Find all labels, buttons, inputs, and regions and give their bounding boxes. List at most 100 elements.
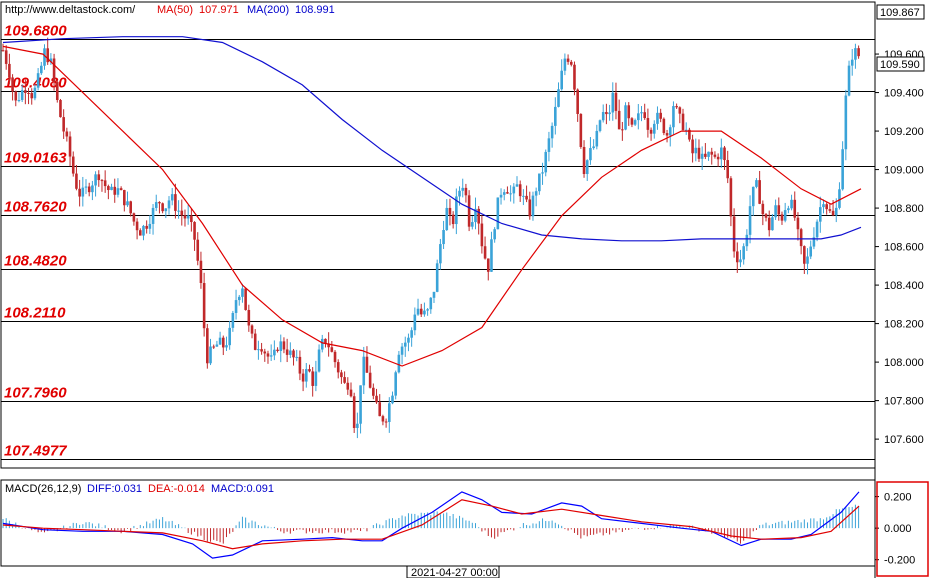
- candle-body: [24, 90, 27, 93]
- candle-body: [739, 259, 742, 263]
- candle-body: [349, 389, 353, 397]
- candle-body: [292, 350, 295, 358]
- candle-body: [506, 192, 509, 194]
- candle-body: [745, 234, 749, 247]
- high-price-label: 109.867: [880, 7, 920, 19]
- candle-body: [815, 221, 819, 238]
- candle-body: [672, 106, 675, 128]
- candle-body: [151, 207, 155, 224]
- macd-title: MACD(26,12,9): [5, 483, 81, 495]
- candle-body: [834, 207, 838, 216]
- candle-body: [582, 146, 586, 175]
- candle-body: [518, 184, 522, 197]
- macd-tick-label: 0.000: [884, 523, 912, 535]
- candle-body: [854, 48, 857, 60]
- candle-body: [20, 90, 24, 100]
- candle-body: [343, 377, 346, 383]
- time-label: 2021-04-27 00:00: [411, 567, 498, 578]
- support-resistance-levels: 109.6800 109.4080 109.0163 108.7620 108.4820…: [1, 23, 875, 460]
- candle-body: [566, 58, 570, 62]
- candle-body: [675, 106, 678, 108]
- candle-body: [547, 138, 551, 152]
- candle-body: [426, 309, 429, 311]
- candle-body: [1, 50, 5, 52]
- candle-body: [375, 395, 378, 403]
- candle-body: [767, 217, 771, 231]
- candle-body: [611, 92, 615, 113]
- candle-body: [52, 58, 56, 82]
- ma200-label: MA(200): [247, 4, 289, 16]
- candle-body: [237, 296, 241, 301]
- current-price-box: [876, 56, 925, 72]
- candle-body: [113, 186, 117, 195]
- candle-body: [295, 356, 299, 358]
- candle-body: [148, 223, 152, 229]
- candle-body: [633, 120, 637, 125]
- candle-body: [298, 356, 302, 374]
- candle-body: [838, 189, 841, 208]
- candle-body: [534, 191, 538, 196]
- candle-body: [700, 153, 704, 159]
- current-price-label: 109.590: [880, 59, 920, 71]
- candle-body: [668, 127, 672, 136]
- candle-body: [637, 113, 640, 121]
- price-tick-label: 108.400: [884, 280, 924, 292]
- candle-body: [103, 180, 107, 187]
- candle-body: [809, 246, 813, 257]
- candle-body: [803, 246, 806, 264]
- candle-body: [461, 187, 465, 191]
- level-label: 109.4080: [4, 75, 67, 92]
- candle-body: [445, 207, 449, 230]
- candle-body: [758, 180, 761, 204]
- candle-body: [522, 195, 525, 197]
- candle-body: [652, 123, 656, 134]
- candle-body: [525, 195, 528, 200]
- candle-body: [193, 222, 196, 240]
- candle-body: [847, 65, 851, 96]
- candle-body: [458, 190, 461, 197]
- macd-dea-line: [2, 499, 860, 550]
- candle-body: [755, 180, 758, 187]
- candle-body: [71, 156, 75, 174]
- candle-body: [627, 105, 631, 119]
- candle-body: [301, 373, 305, 382]
- candle-body: [585, 160, 589, 175]
- level-label: 108.4820: [4, 253, 67, 270]
- candle-body: [704, 153, 707, 157]
- candle-body: [713, 154, 717, 157]
- candle-body: [123, 190, 126, 206]
- candle-body: [228, 327, 231, 346]
- source-url: http://www.deltastock.com/: [5, 4, 136, 16]
- price-tick-label: 108.200: [884, 319, 924, 331]
- candle-body: [391, 395, 394, 404]
- candle-body: [359, 385, 362, 424]
- candle-body: [158, 202, 161, 204]
- ma50-line: [2, 45, 862, 367]
- candle-body: [665, 133, 669, 136]
- level-label: 108.2110: [4, 305, 66, 322]
- candle-body: [579, 113, 583, 147]
- candle-body: [659, 112, 662, 119]
- candle-body: [365, 356, 369, 373]
- candle-body: [225, 345, 228, 348]
- candle-body: [8, 63, 11, 78]
- candle-body: [142, 225, 145, 236]
- candle-body: [397, 354, 401, 373]
- candle-body: [857, 48, 860, 57]
- candle-body: [691, 139, 694, 154]
- candle-body: [330, 347, 334, 352]
- candle-body: [617, 110, 621, 130]
- candle-body: [314, 371, 318, 386]
- candle-body: [688, 129, 691, 140]
- level-label: 107.4977: [4, 443, 67, 460]
- candle-body: [764, 214, 768, 218]
- candle-body: [212, 346, 216, 348]
- candle-body: [486, 258, 490, 272]
- candle-body: [822, 204, 825, 208]
- candle-body: [598, 120, 602, 131]
- candle-body: [62, 117, 65, 132]
- candle-body: [234, 300, 238, 313]
- candle-body: [538, 173, 541, 192]
- candle-body: [410, 330, 413, 338]
